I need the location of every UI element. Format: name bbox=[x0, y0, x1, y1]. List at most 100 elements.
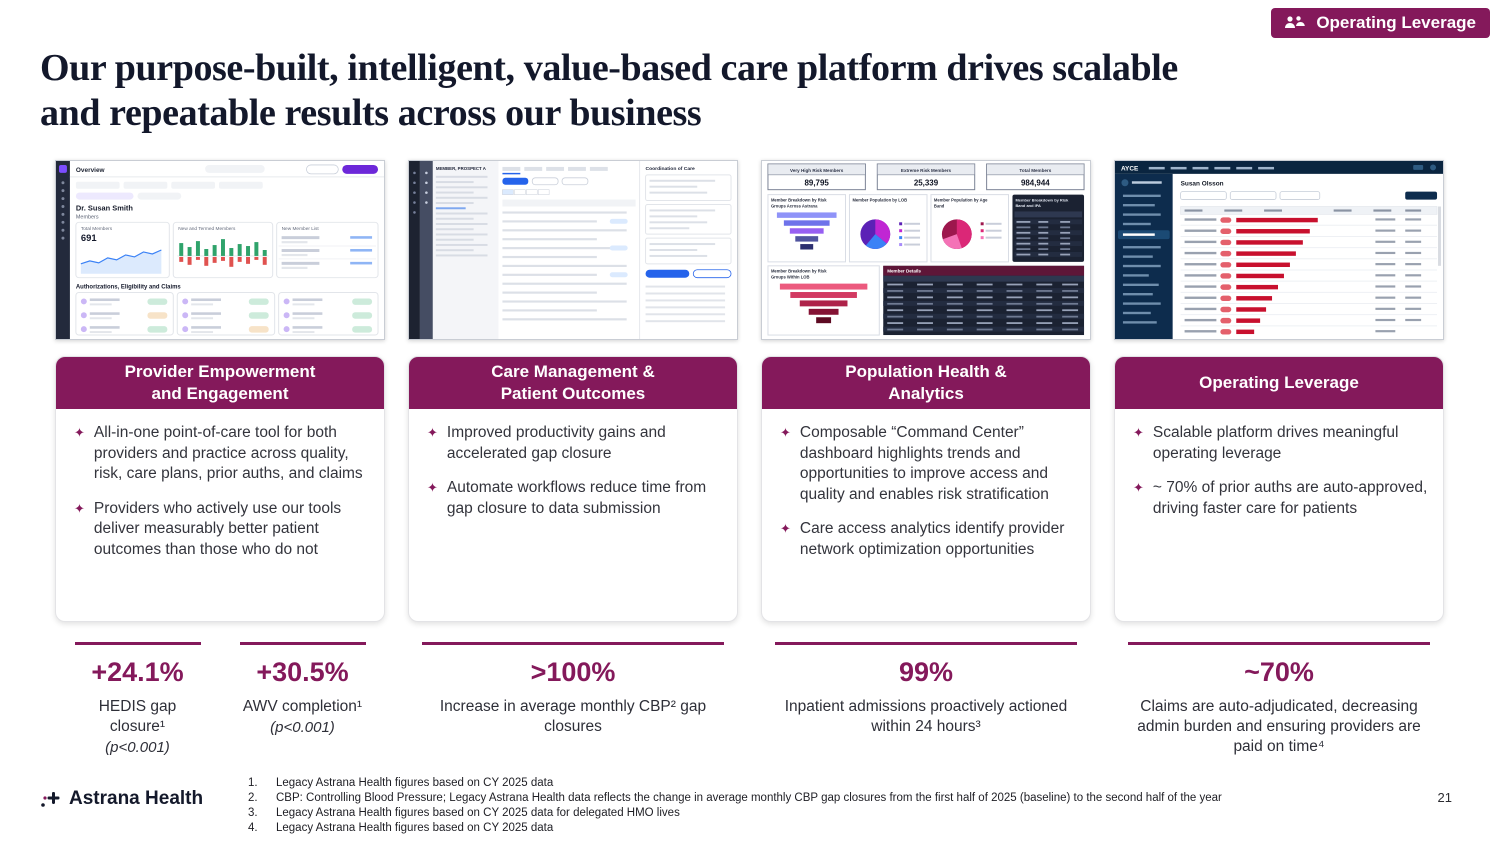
pie-chart-age bbox=[941, 219, 972, 250]
stat-value: +30.5% bbox=[256, 657, 349, 687]
astrana-logo-icon bbox=[41, 792, 60, 807]
stat-label: Increase in average monthly CBP² gap clo… bbox=[439, 698, 707, 736]
panel-title-line2: Groups Across Astrana bbox=[771, 203, 818, 208]
stat-note: (p<0.001) bbox=[105, 739, 170, 757]
stat-label: AWV completion¹ bbox=[242, 698, 363, 715]
stats-pophealth: 99% Inpatient admissions proactively act… bbox=[761, 642, 1091, 737]
stat-value: ~70% bbox=[1244, 657, 1314, 687]
panel-title: Coordination of Care bbox=[646, 166, 695, 172]
operating-leverage-badge: Operating Leverage bbox=[1271, 8, 1490, 38]
member-name: MEMBER, PROSPECT A bbox=[436, 166, 487, 171]
member-details-table: Member Details bbox=[883, 265, 1085, 336]
stat-value: +24.1% bbox=[91, 657, 184, 687]
area-chart bbox=[80, 250, 162, 274]
members-label: Members bbox=[76, 214, 99, 220]
bullet-item: ✦ Composable “Command Center” dashboard … bbox=[780, 423, 1076, 505]
card-header-line1: Provider Empowerment bbox=[124, 361, 316, 381]
funnel-chart-red bbox=[779, 283, 868, 324]
line-chart bbox=[80, 249, 162, 265]
bar-table-rows bbox=[1180, 206, 1442, 335]
primary-button bbox=[342, 164, 379, 174]
card-header-line1: Operating Leverage bbox=[1199, 372, 1359, 392]
stat-inpatient-admissions: 99% Inpatient admissions proactively act… bbox=[761, 642, 1091, 737]
top-bar: Overview bbox=[69, 164, 384, 178]
stats-operating: ~70% Claims are auto-adjudicated, decrea… bbox=[1114, 642, 1444, 757]
slide-title-line1: Our purpose-built, intelligent, value-ba… bbox=[40, 47, 1178, 89]
stat-box-value: 25,339 bbox=[914, 179, 939, 188]
card-body: ✦ Scalable platform drives meaningful op… bbox=[1115, 409, 1443, 519]
stat-box-label: Total Members bbox=[1019, 168, 1051, 173]
column-provider-empowerment: Overview Dr. Susan Smith Members Total M… bbox=[55, 160, 385, 820]
stat-label: HEDIS gap closure¹ bbox=[98, 698, 177, 736]
panel-title-line1: Member Breakdown by Risk bbox=[771, 198, 827, 203]
bullet-text: Scalable platform drives meaningful oper… bbox=[1152, 424, 1399, 462]
footnote-2: 2. CBP: Controlling Blood Pressure; Lega… bbox=[248, 791, 1458, 806]
card-body: ✦ Improved productivity gains and accele… bbox=[409, 409, 737, 519]
card-header-line2: and Engagement bbox=[151, 384, 289, 403]
stat-box-label: Very High Risk Members bbox=[790, 168, 844, 173]
funnel-lob-panel: Member Breakdown by Risk Groups Within L… bbox=[767, 265, 880, 336]
pie-legend bbox=[980, 222, 1002, 240]
footnote-number: 4. bbox=[248, 821, 258, 834]
card-header-operating: Operating Leverage bbox=[1115, 357, 1443, 409]
panel-title-line2: Band and IPA bbox=[1015, 203, 1041, 208]
top-nav-bar: AYCE bbox=[1115, 161, 1443, 174]
stat-divider bbox=[239, 642, 366, 645]
column-population-health: Very High Risk Members 89,795 Extreme Ri… bbox=[761, 160, 1091, 820]
bullet-text: All-in-one point-of-care tool for both p… bbox=[93, 424, 363, 483]
new-termed-members-card: New and Termed Members bbox=[172, 221, 274, 279]
population-health-image: Very High Risk Members 89,795 Extreme Ri… bbox=[762, 161, 1090, 339]
screenshot-ayce-dashboard: AYCE bbox=[1114, 160, 1444, 340]
member-info-panel: MEMBER, PROSPECT A bbox=[432, 161, 499, 339]
stat-box-value: 984,944 bbox=[1021, 179, 1050, 188]
card-population-health: Population Health & Analytics ✦ Composab… bbox=[761, 356, 1091, 622]
four-point-star-icon: ✦ bbox=[74, 425, 85, 440]
footnote-1: 1. Legacy Astrana Health figures based o… bbox=[248, 776, 1458, 791]
pie-chart-lob bbox=[860, 219, 891, 250]
slide-title: Our purpose-built, intelligent, value-ba… bbox=[40, 46, 1460, 136]
logo-text: Astrana Health bbox=[69, 788, 204, 809]
footnote-text: Legacy Astrana Health figures based on C… bbox=[276, 777, 554, 789]
astrana-health-logo: Astrana Health bbox=[40, 788, 203, 810]
filter-row bbox=[75, 181, 263, 200]
bullet-item: ✦ ~ 70% of prior auths are auto-approved… bbox=[1133, 478, 1429, 519]
footnote-4: 4. Legacy Astrana Health figures based o… bbox=[248, 821, 1458, 836]
column-care-management: MEMBER, PROSPECT A bbox=[408, 160, 738, 820]
stat-divider bbox=[775, 642, 1077, 645]
provider-dashboard-image: Overview Dr. Susan Smith Members Total M… bbox=[56, 161, 384, 339]
bar-chart-title: New and Termed Members bbox=[178, 226, 236, 232]
stats-care: >100% Increase in average monthly CBP² g… bbox=[408, 642, 738, 737]
stat-value: 99% bbox=[898, 657, 954, 687]
panel-title-line2: Band bbox=[934, 203, 945, 208]
action-button bbox=[1405, 191, 1438, 200]
left-sidebar bbox=[1115, 173, 1173, 339]
bullet-text: Automate workflows reduce time from gap … bbox=[446, 479, 707, 517]
bullet-text: Composable “Command Center” dashboard hi… bbox=[799, 424, 1049, 503]
card-body: ✦ All-in-one point-of-care tool for both… bbox=[56, 409, 384, 561]
card-care-management: Care Management & Patient Outcomes ✦ Imp… bbox=[408, 356, 738, 622]
total-members-card: Total Members 691 bbox=[75, 221, 170, 279]
stat-box-value: 89,795 bbox=[805, 179, 830, 188]
stat-divider bbox=[422, 642, 724, 645]
main-work-area bbox=[502, 166, 636, 321]
footnote-text: CBP: Controlling Blood Pressure; Legacy … bbox=[276, 791, 1222, 804]
four-point-star-icon: ✦ bbox=[780, 425, 791, 440]
card-body: ✦ Composable “Command Center” dashboard … bbox=[762, 409, 1090, 561]
screenshot-care-management: MEMBER, PROSPECT A bbox=[408, 160, 738, 340]
four-point-star-icon: ✦ bbox=[1133, 425, 1144, 440]
footnote-number: 1. bbox=[248, 777, 258, 789]
stat-value: >100% bbox=[530, 657, 616, 687]
total-members-title: Total Members bbox=[81, 226, 113, 232]
footnotes: 1. Legacy Astrana Health figures based o… bbox=[248, 776, 1458, 836]
stat-divider bbox=[1128, 642, 1430, 645]
list-title: New Member List bbox=[282, 226, 320, 232]
ayce-dashboard-image: AYCE bbox=[1115, 161, 1443, 339]
stats-provider: +24.1% HEDIS gap closure¹ (p<0.001) +30.… bbox=[55, 642, 385, 756]
bullet-text: ~ 70% of prior auths are auto-approved, … bbox=[1152, 479, 1428, 517]
funnel-chart-blue bbox=[776, 212, 837, 250]
funnel-astrana-panel: Member Breakdown by Risk Groups Across A… bbox=[767, 194, 846, 263]
auth-panels bbox=[75, 292, 379, 336]
panel-title-line2: Groups Within LOB bbox=[771, 275, 810, 280]
card-header-line1: Population Health & bbox=[845, 361, 1007, 381]
footnote-3: 3. Legacy Astrana Health figures based o… bbox=[248, 806, 1458, 821]
